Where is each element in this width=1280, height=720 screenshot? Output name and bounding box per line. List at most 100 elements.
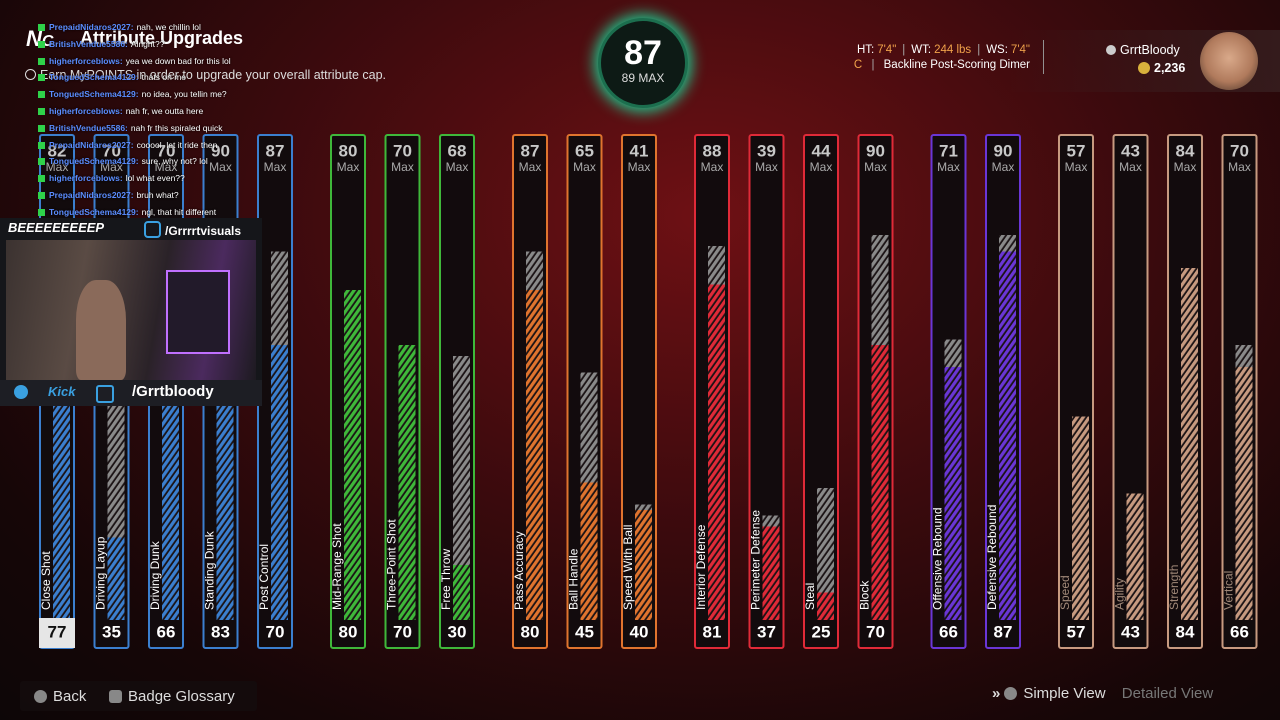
chat-text: Alright?? [130,38,165,49]
chat-icon [38,91,45,99]
instagram-icon [144,221,161,238]
current-fill [708,284,725,620]
chat-message: higherforceblows: lol what even?? [38,173,185,183]
chat-icon [38,208,45,216]
position-line: C | Backline Post-Scoring Dimer [854,59,1030,71]
max-value: 90 [211,141,230,160]
chat-user: BritishVendue5586: [49,122,128,133]
chat-message: TonguedSchema4129: thats on me [38,72,186,82]
cap-fill [526,251,543,290]
back-button[interactable]: Back [34,688,86,705]
footer-left [20,681,257,711]
max-value: 90 [994,141,1013,160]
current-fill [271,345,288,620]
chat-icon [38,158,45,166]
bio-line: HT:7'4"|WT:244 lbs|WS:7'4" [854,44,1030,56]
attribute-name: Speed [1058,575,1072,610]
current-value: 43 [1121,622,1140,641]
current-value: 66 [1230,622,1249,641]
max-label: Max [337,160,360,174]
webcam-overlay: BEEEEEEEEEP /Grrrrtvisuals Kick /Grrtblo… [0,218,262,406]
chat-user: higherforceblows: [49,106,123,116]
max-value: 68 [448,141,467,160]
instagram-handle: /Grrrrtvisuals [165,224,242,238]
cap-fill [635,504,652,510]
current-value: 80 [339,622,358,641]
cap-fill [999,235,1016,252]
chat-icon [38,57,45,65]
max-label: Max [155,160,178,174]
detailed-view[interactable]: Detailed View [1121,685,1214,702]
chat-text: lol what even?? [125,173,185,184]
chat-text: nah, we chillin lol [136,22,201,32]
max-label: Max [391,160,414,174]
current-value: 25 [812,622,831,641]
current-fill [1235,367,1253,620]
current-fill [398,345,416,620]
max-value: 57 [1067,141,1086,160]
max-value: 87 [266,141,285,160]
max-label: Max [628,160,651,174]
cam-footer: Kick /Grrtbloody [0,380,262,406]
attribute-name: Speed With Ball [621,525,635,610]
chat-message: TonguedSchema4129: sure, why not? lol [38,156,208,166]
chat-user: PrepaidNidaros2027: [49,139,134,150]
page-title: Attribute Upgrades [80,28,244,48]
glossary-button[interactable]: Badge Glossary [109,688,235,705]
current-fill [162,367,179,620]
max-value: 70 [157,141,176,160]
max-value: 88 [703,141,722,160]
max-label: Max [1119,160,1142,174]
max-label: Max [701,160,724,174]
attribute-name: Three-Point Shot [385,519,399,610]
view-toggle[interactable]: » Simple View Detailed View [992,685,1213,702]
chat-icon [38,24,45,31]
max-value: 70 [393,141,412,160]
current-value: 30 [448,622,467,641]
cap-fill [580,372,598,483]
chat-icon [38,175,45,183]
attribute-name: Post Control [257,544,271,610]
max-value: 41 [630,141,649,160]
cap-fill [1235,345,1253,367]
vc-icon [1138,62,1150,74]
chat-text: yea we down bad for this lol [125,55,231,66]
current-value: 66 [157,622,176,641]
attribute-name: Pass Accuracy [512,531,526,610]
current-fill [762,526,780,620]
bio-label: HT: [856,44,875,56]
max-label: Max [810,160,833,174]
current-value: 70 [266,622,285,641]
current-fill [344,290,361,620]
chat-text: no idea, you tellin me? [141,89,227,100]
psn-icon [1106,45,1116,55]
attribute-name: Agility [1113,578,1127,610]
simple-view[interactable]: Simple View [1023,685,1106,702]
attribute-name: Standing Dunk [203,530,217,610]
chat-text: nah fr this spiraled quick [130,122,223,133]
chat-user: TonguedSchema4129: [49,206,139,217]
overall-value: 87 [624,34,662,72]
current-value: 83 [211,622,230,641]
overall-badge: 87 89 MAX [598,18,688,108]
attribute-name: Strength [1167,565,1181,610]
cam-social: /Grrrrtvisuals [144,221,241,238]
max-value: 39 [757,141,776,160]
